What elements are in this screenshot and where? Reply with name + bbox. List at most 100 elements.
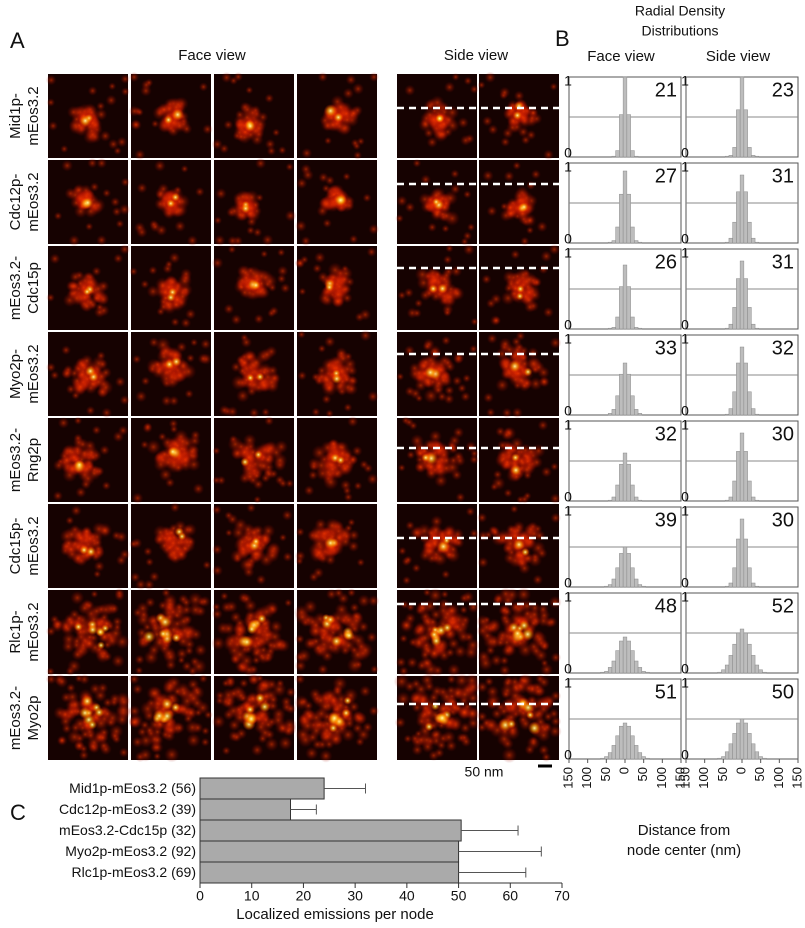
emission (463, 76, 473, 86)
emission (185, 536, 197, 548)
emission (435, 711, 449, 725)
emission (164, 746, 180, 763)
emission (198, 82, 209, 92)
emission (245, 712, 258, 726)
emission (254, 450, 263, 460)
emission (67, 659, 82, 674)
emission (240, 635, 254, 649)
emission (495, 528, 512, 545)
histogram-bar (630, 735, 635, 760)
emission (225, 600, 238, 614)
emission (466, 222, 476, 232)
emission (412, 308, 422, 318)
histogram-bar (637, 327, 643, 330)
emission (110, 196, 121, 208)
emission (194, 186, 205, 197)
emission (325, 409, 334, 418)
emission (440, 454, 453, 467)
histogram-bar (739, 628, 745, 674)
emission (451, 72, 460, 82)
emission (441, 569, 451, 580)
emission (351, 710, 367, 726)
emission (550, 462, 559, 471)
histogram-bar (724, 155, 730, 158)
emission (221, 746, 231, 756)
histogram-bar (630, 650, 635, 674)
emission (115, 713, 129, 727)
emission (186, 353, 196, 363)
emission (61, 345, 72, 356)
emission (333, 193, 348, 208)
histogram-bar (630, 316, 635, 330)
emission (135, 578, 147, 591)
panel-label: A (10, 28, 25, 53)
emission (469, 344, 478, 354)
emission (240, 203, 251, 214)
emission (171, 632, 182, 643)
emission (117, 425, 129, 436)
emission (353, 150, 363, 160)
emission (171, 108, 184, 121)
emission (285, 686, 297, 698)
bar (199, 777, 325, 800)
histogram-bar (611, 155, 616, 158)
emission (211, 714, 226, 729)
emission (548, 724, 562, 738)
emission (540, 466, 553, 478)
category-label: Cdc12p-mEos3.2 (39) (59, 801, 196, 817)
emission (513, 101, 525, 112)
histogram-bar (622, 546, 628, 588)
emission (213, 216, 223, 225)
emission (143, 579, 155, 591)
emission (404, 680, 416, 693)
emission (111, 206, 122, 217)
emission (548, 595, 562, 609)
emission (230, 314, 242, 326)
emission (162, 677, 179, 694)
emission (240, 336, 253, 349)
emission (215, 187, 227, 200)
emission (158, 628, 169, 639)
emission (345, 74, 357, 86)
histogram-bar (747, 643, 752, 674)
histogram-bar (754, 241, 760, 244)
emission (354, 312, 365, 323)
emission (434, 473, 448, 488)
emission (465, 506, 476, 517)
emission (267, 365, 279, 377)
emission (184, 308, 197, 320)
emission (183, 522, 197, 537)
emission (186, 235, 198, 247)
histogram-bar (611, 327, 616, 330)
emission (53, 211, 63, 221)
histogram-bar (626, 725, 631, 760)
emission (312, 545, 327, 561)
category-label: mEos3.2-Cdc15p (32) (59, 822, 196, 838)
histogram-bar (607, 499, 613, 502)
row-label: mEos3.2- (7, 686, 24, 750)
emission (158, 615, 172, 629)
emission (427, 344, 442, 359)
emission (501, 605, 513, 618)
emission (399, 617, 415, 633)
histogram-bar (732, 391, 737, 416)
column-title: Face view (178, 47, 246, 64)
histogram-bar (604, 756, 609, 760)
emission (197, 352, 209, 365)
emission (520, 547, 530, 557)
emission (111, 654, 126, 668)
x-tick-label: 150 (672, 767, 687, 789)
emission (304, 710, 316, 722)
emission (212, 504, 222, 515)
histogram-bar (736, 538, 741, 588)
emission (96, 101, 106, 111)
emission (427, 222, 437, 233)
emission (115, 530, 128, 543)
emission (485, 619, 501, 635)
emission (96, 627, 105, 637)
emission (542, 306, 554, 318)
emission (250, 280, 262, 291)
histogram-bar (754, 327, 760, 330)
emission (296, 177, 308, 190)
histogram-bar (754, 751, 760, 760)
